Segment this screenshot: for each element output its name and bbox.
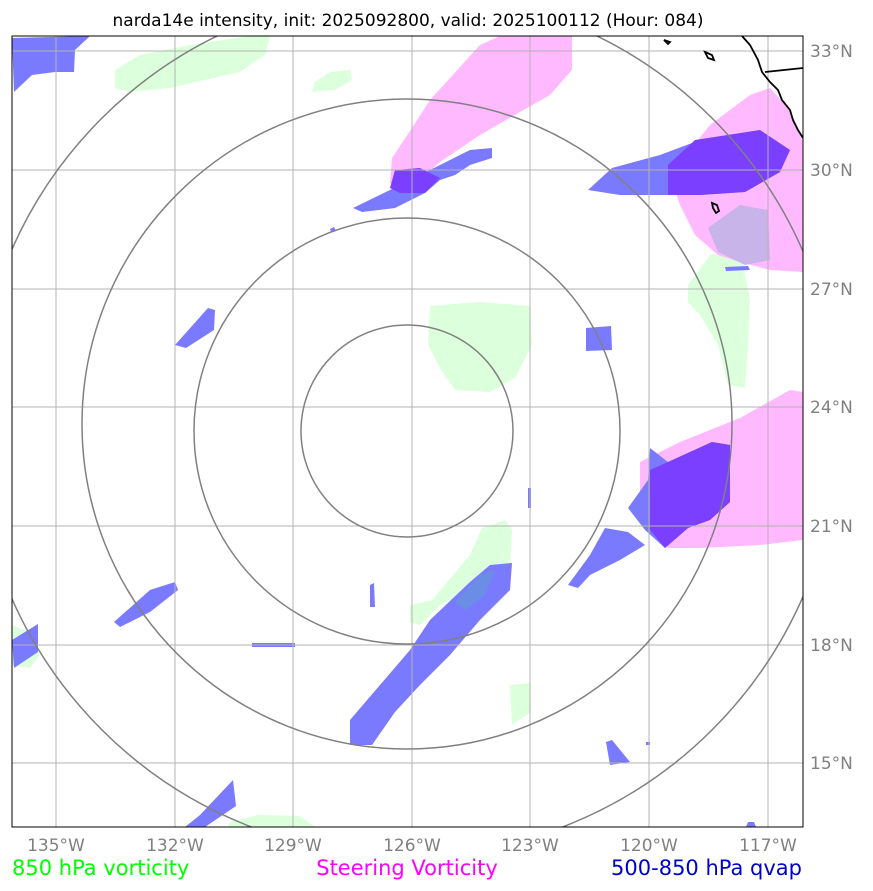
lon-label: 120°W <box>620 836 678 856</box>
qvap-area <box>350 563 512 745</box>
vort850-area <box>410 520 512 625</box>
qvap-area <box>370 583 375 607</box>
qvap-area <box>12 624 38 668</box>
legend: 850 hPa vorticity Steering Vorticity 500… <box>12 856 802 880</box>
range-ring <box>81 98 733 750</box>
island-path <box>710 201 721 215</box>
qvap-area <box>725 266 750 271</box>
steering-area <box>390 36 572 188</box>
overlap-area <box>668 130 790 195</box>
lat-label: 27°N <box>810 280 853 300</box>
qvap-area <box>746 822 756 827</box>
qvap-area <box>185 780 236 827</box>
island-path <box>703 50 716 62</box>
vort850-area <box>312 70 352 92</box>
lon-label: 132°W <box>146 836 204 856</box>
range-ring <box>300 324 514 538</box>
map-title: narda14e intensity, init: 2025092800, va… <box>113 11 704 31</box>
coastline-path <box>741 36 803 139</box>
latitude-labels: 33°N 30°N 27°N 24°N 21°N 18°N 15°N <box>810 42 853 774</box>
legend-qvap: 500-850 hPa qvap <box>611 856 802 880</box>
qvap-area <box>568 528 645 588</box>
graticule <box>12 36 803 827</box>
lat-label: 30°N <box>810 161 853 181</box>
map-plot-area <box>12 36 803 827</box>
qvap-area <box>175 308 215 348</box>
vort850-area <box>688 248 750 388</box>
coastline <box>663 36 803 215</box>
qvap-area <box>12 36 90 92</box>
plot-frame <box>11 35 804 828</box>
lon-label: 126°W <box>383 836 441 856</box>
vort850-area <box>428 302 532 392</box>
legend-steering-vorticity: Steering Vorticity <box>316 856 498 880</box>
vort850-area <box>115 36 270 92</box>
lon-label: 123°W <box>501 836 559 856</box>
overlap-area <box>708 205 770 265</box>
lat-label: 33°N <box>810 42 853 62</box>
range-ring <box>193 217 621 645</box>
overlap-area <box>390 168 440 193</box>
overlap-area <box>455 570 495 610</box>
lon-label: 135°W <box>27 836 85 856</box>
longitude-labels: 135°W 132°W 129°W 126°W 123°W 120°W 117°… <box>27 836 797 856</box>
overlap-area <box>650 442 730 548</box>
border-path <box>764 67 803 73</box>
lon-label: 117°W <box>739 836 797 856</box>
qvap-area <box>606 740 630 765</box>
range-rings <box>12 36 803 827</box>
lat-label: 24°N <box>810 398 853 418</box>
lat-label: 15°N <box>810 754 853 774</box>
island-path <box>663 39 672 46</box>
lat-label: 18°N <box>810 636 853 656</box>
overlap-layer <box>390 130 790 610</box>
lon-label: 129°W <box>264 836 322 856</box>
lat-label: 21°N <box>810 517 853 537</box>
qvap-area <box>114 582 178 627</box>
qvap-area <box>646 742 650 745</box>
vort850-area <box>510 683 531 725</box>
legend-850-vorticity: 850 hPa vorticity <box>12 856 189 880</box>
